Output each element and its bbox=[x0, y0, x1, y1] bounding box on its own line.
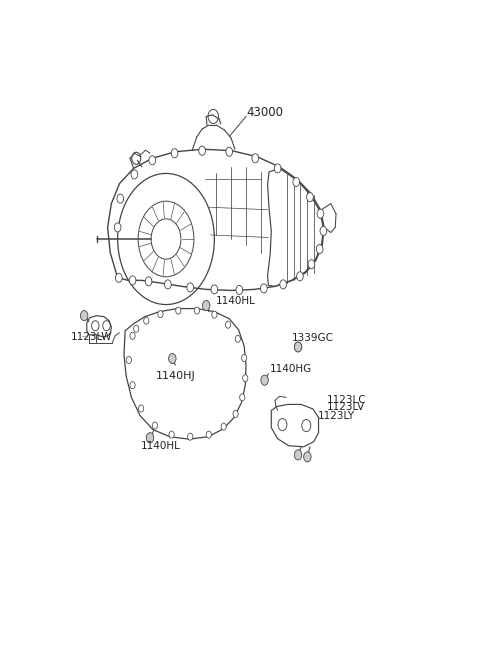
Circle shape bbox=[203, 301, 210, 310]
Circle shape bbox=[165, 280, 171, 289]
Circle shape bbox=[221, 423, 226, 430]
Circle shape bbox=[130, 332, 135, 339]
Circle shape bbox=[199, 146, 205, 155]
Circle shape bbox=[252, 154, 259, 163]
Text: 1123LY: 1123LY bbox=[317, 411, 355, 421]
Circle shape bbox=[274, 164, 281, 173]
Text: 1123LW: 1123LW bbox=[71, 332, 113, 342]
Circle shape bbox=[308, 259, 315, 269]
Circle shape bbox=[243, 375, 248, 382]
Circle shape bbox=[235, 335, 240, 343]
Circle shape bbox=[294, 342, 302, 352]
Circle shape bbox=[280, 280, 287, 289]
Circle shape bbox=[117, 194, 124, 203]
Circle shape bbox=[233, 411, 238, 417]
Circle shape bbox=[316, 244, 323, 253]
Circle shape bbox=[317, 209, 324, 218]
Circle shape bbox=[152, 422, 157, 429]
Circle shape bbox=[194, 307, 200, 314]
Circle shape bbox=[133, 326, 139, 332]
Text: 1140HL: 1140HL bbox=[216, 295, 255, 305]
Circle shape bbox=[129, 276, 136, 285]
Circle shape bbox=[171, 149, 178, 158]
Circle shape bbox=[146, 433, 154, 443]
Circle shape bbox=[131, 170, 138, 179]
Circle shape bbox=[169, 431, 174, 438]
Circle shape bbox=[304, 452, 311, 462]
Text: 43000: 43000 bbox=[247, 106, 284, 119]
Circle shape bbox=[212, 311, 217, 318]
Circle shape bbox=[226, 321, 231, 328]
Circle shape bbox=[226, 147, 233, 157]
Circle shape bbox=[145, 277, 152, 286]
Circle shape bbox=[297, 272, 303, 281]
Circle shape bbox=[188, 433, 193, 440]
Circle shape bbox=[206, 431, 211, 438]
Circle shape bbox=[130, 382, 135, 389]
Circle shape bbox=[187, 283, 193, 292]
Circle shape bbox=[115, 273, 122, 282]
Circle shape bbox=[261, 284, 267, 293]
Circle shape bbox=[236, 286, 243, 295]
Circle shape bbox=[176, 307, 181, 314]
Text: 1140HJ: 1140HJ bbox=[156, 371, 195, 381]
Text: 1140HG: 1140HG bbox=[270, 364, 312, 373]
Circle shape bbox=[293, 178, 300, 187]
Text: 1123LC: 1123LC bbox=[327, 396, 367, 405]
Circle shape bbox=[307, 193, 313, 202]
Circle shape bbox=[126, 356, 132, 364]
Circle shape bbox=[211, 285, 218, 294]
Circle shape bbox=[158, 310, 163, 318]
Circle shape bbox=[261, 375, 268, 385]
Circle shape bbox=[149, 156, 156, 165]
Circle shape bbox=[241, 354, 247, 362]
Circle shape bbox=[168, 354, 176, 364]
Text: 1140HL: 1140HL bbox=[141, 441, 181, 451]
Text: 1339GC: 1339GC bbox=[291, 333, 334, 343]
Circle shape bbox=[139, 405, 144, 412]
Circle shape bbox=[81, 310, 88, 321]
Circle shape bbox=[320, 227, 327, 235]
Circle shape bbox=[144, 317, 149, 324]
Circle shape bbox=[294, 450, 302, 460]
Circle shape bbox=[240, 394, 245, 401]
Text: 1123LV: 1123LV bbox=[327, 402, 365, 413]
Circle shape bbox=[114, 223, 121, 232]
